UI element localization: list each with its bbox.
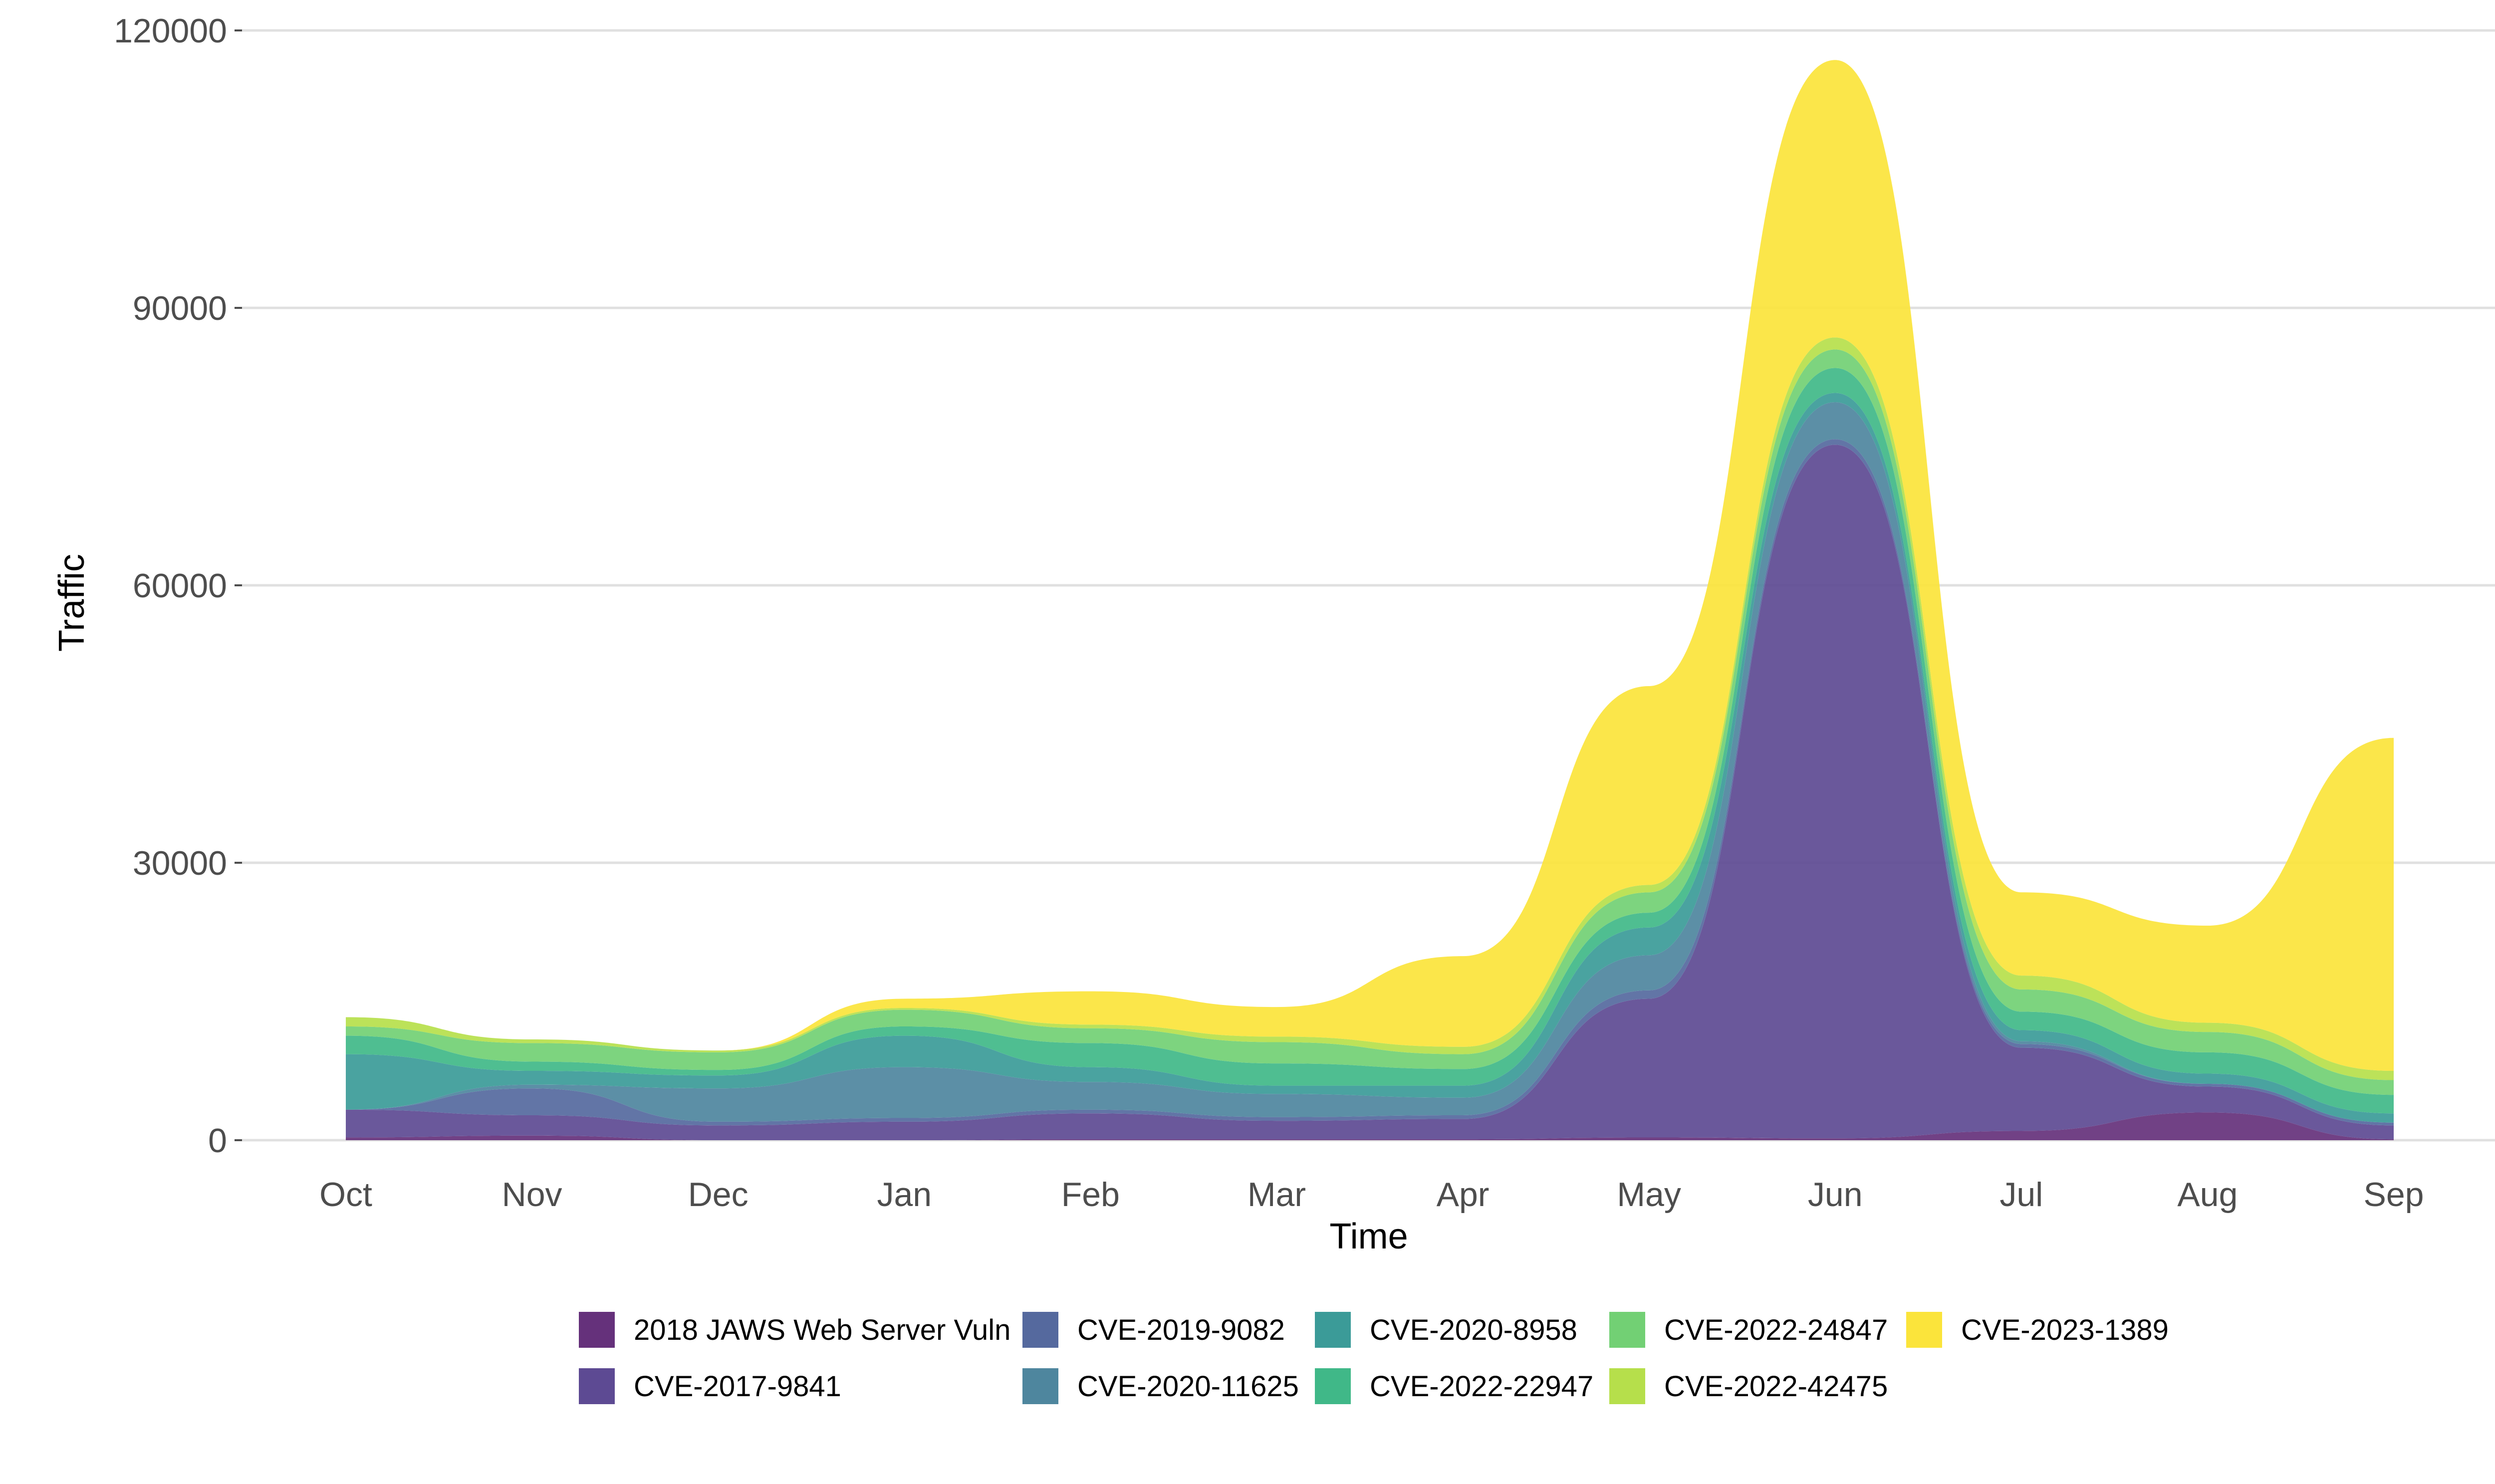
legend-swatch	[1609, 1368, 1645, 1404]
stream-area-cve-2023-1389	[346, 60, 2394, 1071]
legend-label: CVE-2022-42475	[1664, 1370, 1888, 1403]
legend-label: CVE-2023-1389	[1961, 1314, 2169, 1346]
legend-label: 2018 JAWS Web Server Vuln	[634, 1314, 1010, 1346]
x-tick-label: Mar	[1248, 1176, 1306, 1214]
x-tick-label: Apr	[1437, 1176, 1490, 1214]
legend-item: CVE-2020-8958	[1315, 1312, 1577, 1348]
legend-item: CVE-2019-9082	[1022, 1312, 1285, 1348]
legend-label: CVE-2022-22947	[1370, 1370, 1593, 1403]
legend-item: CVE-2020-11625	[1022, 1368, 1299, 1404]
legend-item: CVE-2023-1389	[1906, 1312, 2169, 1348]
legend-swatch	[1315, 1368, 1351, 1404]
x-tick-label: Aug	[2177, 1176, 2238, 1214]
x-tick-label: Dec	[688, 1176, 748, 1214]
legend-item: 2018 JAWS Web Server Vuln	[579, 1312, 1010, 1348]
legend-swatch	[579, 1368, 615, 1404]
legend-swatch	[1022, 1368, 1058, 1404]
x-tick-label: Sep	[2364, 1176, 2424, 1214]
stream-areas	[346, 60, 2394, 1140]
y-tick-label: 0	[208, 1122, 227, 1160]
y-tick-label: 30000	[133, 844, 227, 882]
x-tick-label: May	[1617, 1176, 1681, 1214]
x-tick-label: Oct	[319, 1176, 372, 1214]
legend: 2018 JAWS Web Server Vuln CVE-2017-9841 CV…	[579, 1312, 2169, 1404]
stream-area-2018-jaws-web-server-vuln	[346, 1112, 2394, 1140]
stream-area-cve-2017-9841	[346, 445, 2394, 1140]
y-tick-label: 90000	[133, 289, 227, 327]
legend-item: CVE-2022-42475	[1609, 1368, 1888, 1404]
x-tick-label: Jul	[1999, 1176, 2043, 1214]
y-tick-label: 60000	[133, 567, 227, 605]
y-tick-label: 120000	[114, 12, 227, 50]
legend-label: CVE-2017-9841	[634, 1370, 841, 1403]
y-axis: 0 30000 60000 90000 120000	[114, 12, 242, 1160]
legend-label: CVE-2020-8958	[1370, 1314, 1577, 1346]
legend-label: CVE-2020-11625	[1077, 1370, 1299, 1403]
legend-swatch	[579, 1312, 615, 1348]
x-tick-label: Nov	[502, 1176, 562, 1214]
legend-swatch	[1906, 1312, 1942, 1348]
x-tick-label: Feb	[1061, 1176, 1120, 1214]
legend-swatch	[1609, 1312, 1645, 1348]
x-tick-label: Jan	[877, 1176, 932, 1214]
legend-item: CVE-2022-24847	[1609, 1312, 1888, 1348]
x-axis: Oct Nov Dec Jan Feb Mar Apr May Jun Jul Aug Sep	[319, 1176, 2424, 1214]
x-axis-title: Time	[1329, 1217, 1408, 1256]
y-axis-title: Traffic	[52, 554, 92, 652]
legend-item: CVE-2022-22947	[1315, 1368, 1593, 1404]
x-tick-label: Jun	[1808, 1176, 1863, 1214]
legend-label: CVE-2019-9082	[1077, 1314, 1285, 1346]
legend-label: CVE-2022-24847	[1664, 1314, 1888, 1346]
legend-item: CVE-2017-9841	[579, 1368, 841, 1404]
legend-swatch	[1315, 1312, 1351, 1348]
legend-swatch	[1022, 1312, 1058, 1348]
